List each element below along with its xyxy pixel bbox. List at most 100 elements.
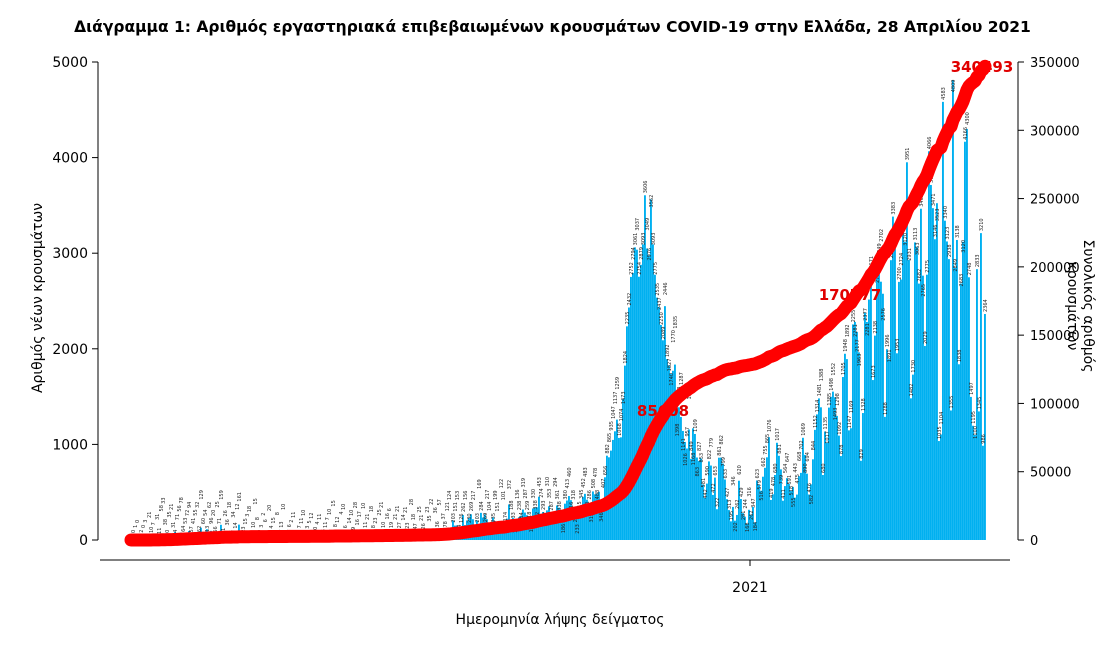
bar-data-label: 27: [397, 522, 403, 528]
bar-data-label: 21: [169, 504, 175, 510]
bar-data-label: 3113: [913, 228, 919, 241]
bar-data-label: 881: [777, 444, 783, 454]
bar: [544, 513, 546, 540]
bar-data-label: 1035: [937, 426, 943, 439]
bar-data-label: 25: [417, 506, 423, 512]
bar: [770, 499, 772, 540]
bar-data-label: 233: [511, 512, 517, 522]
bar-data-label: 25: [215, 501, 221, 507]
bar: [742, 513, 744, 540]
bar-data-label: 1169: [849, 401, 855, 414]
bar: [870, 284, 872, 540]
bar-data-label: 23: [241, 526, 247, 532]
bar-data-label: 62: [207, 502, 213, 508]
bar: [698, 460, 700, 540]
bar-data-label: 31: [155, 514, 161, 520]
bar: [820, 407, 822, 540]
bar: [684, 441, 686, 540]
bar: [646, 248, 648, 540]
bar-data-label: 476: [807, 483, 813, 493]
bar-data-label: 516: [759, 491, 765, 501]
bar-data-label: 10: [281, 504, 287, 510]
bar: [800, 472, 802, 540]
bar: [716, 509, 718, 540]
bar-data-label: 443: [793, 463, 799, 473]
bar-data-label: 13: [279, 521, 285, 527]
bar: [934, 239, 936, 540]
bar: [576, 517, 578, 540]
bar: [552, 516, 554, 540]
bar: [902, 232, 904, 540]
bar: [680, 416, 682, 540]
bar: [856, 331, 858, 540]
bar-data-label: 7: [151, 522, 157, 525]
y2-tick-label: 100000: [1030, 397, 1080, 412]
bar-data-label: 1891: [887, 349, 893, 362]
bar: [598, 491, 600, 540]
bar-data-label: 32: [195, 502, 201, 508]
bar-data-label: 3: [259, 525, 265, 528]
bar-data-label: 57: [437, 499, 443, 505]
bar-data-label: 6: [387, 508, 393, 511]
bar: [678, 407, 680, 540]
bar-data-label: 10: [341, 504, 347, 510]
bar-data-label: 1314: [815, 400, 821, 413]
bar: [772, 494, 774, 540]
bar-data-label: 186: [561, 524, 567, 534]
bar-data-label: 411: [781, 489, 787, 499]
bar-data-label: 861: [717, 446, 723, 456]
bar-data-label: 17: [357, 511, 363, 517]
bar: [760, 490, 762, 540]
bar: [786, 478, 788, 540]
bar-data-label: 104: [487, 502, 493, 512]
bar-data-label: 1824: [623, 351, 629, 364]
bar: [878, 258, 880, 540]
bar: [836, 415, 838, 540]
bar-data-label: 2138: [873, 321, 879, 334]
bar: [842, 377, 844, 540]
bar-data-label: 78: [179, 497, 185, 503]
bar: [624, 365, 626, 540]
bar-data-label: 890: [803, 463, 809, 473]
bar-data-label: 1141: [681, 438, 687, 451]
bar: [862, 413, 864, 540]
bar-data-label: 319: [589, 513, 595, 523]
bar-data-label: 2702: [879, 229, 885, 242]
bar-data-label: 620: [737, 465, 743, 475]
bar-data-label: 3063: [915, 242, 921, 255]
bar: [788, 483, 790, 540]
bar-data-label: 12: [309, 512, 315, 518]
bar: [954, 267, 956, 540]
bar: [718, 457, 720, 540]
bar-data-label: 1195: [971, 411, 977, 424]
bar: [796, 494, 798, 540]
bar-data-label: 3123: [945, 227, 951, 240]
bar: [782, 500, 784, 540]
bar: [586, 499, 588, 540]
bar-data-label: 2775: [653, 262, 659, 275]
bar: [578, 509, 580, 540]
bar-data-label: 653: [713, 466, 719, 476]
bar-data-label: 429: [739, 487, 745, 497]
bar-data-label: 113: [205, 526, 211, 536]
bar-data-label: 26: [223, 510, 229, 516]
bar-data-label: 38: [163, 519, 169, 525]
bar: [662, 340, 664, 540]
bar: [734, 520, 736, 540]
bar-data-label: 55: [193, 509, 199, 515]
bar: [864, 312, 866, 540]
bar: [650, 199, 652, 541]
bar: [816, 414, 818, 540]
bar: [900, 279, 902, 540]
bar-data-label: 126: [459, 513, 465, 523]
bar-data-label: 7: [325, 517, 331, 520]
bar-data-label: 35: [167, 511, 173, 517]
bar: [692, 428, 694, 540]
y-tick-label: 5000: [52, 55, 88, 71]
bar-data-label: 230: [467, 513, 473, 523]
bar: [978, 411, 980, 540]
bar-data-label: 3562: [649, 195, 655, 208]
bar-data-label: 2432: [627, 293, 633, 306]
bar-data-label: 1168: [691, 453, 697, 466]
bar: [908, 259, 910, 540]
